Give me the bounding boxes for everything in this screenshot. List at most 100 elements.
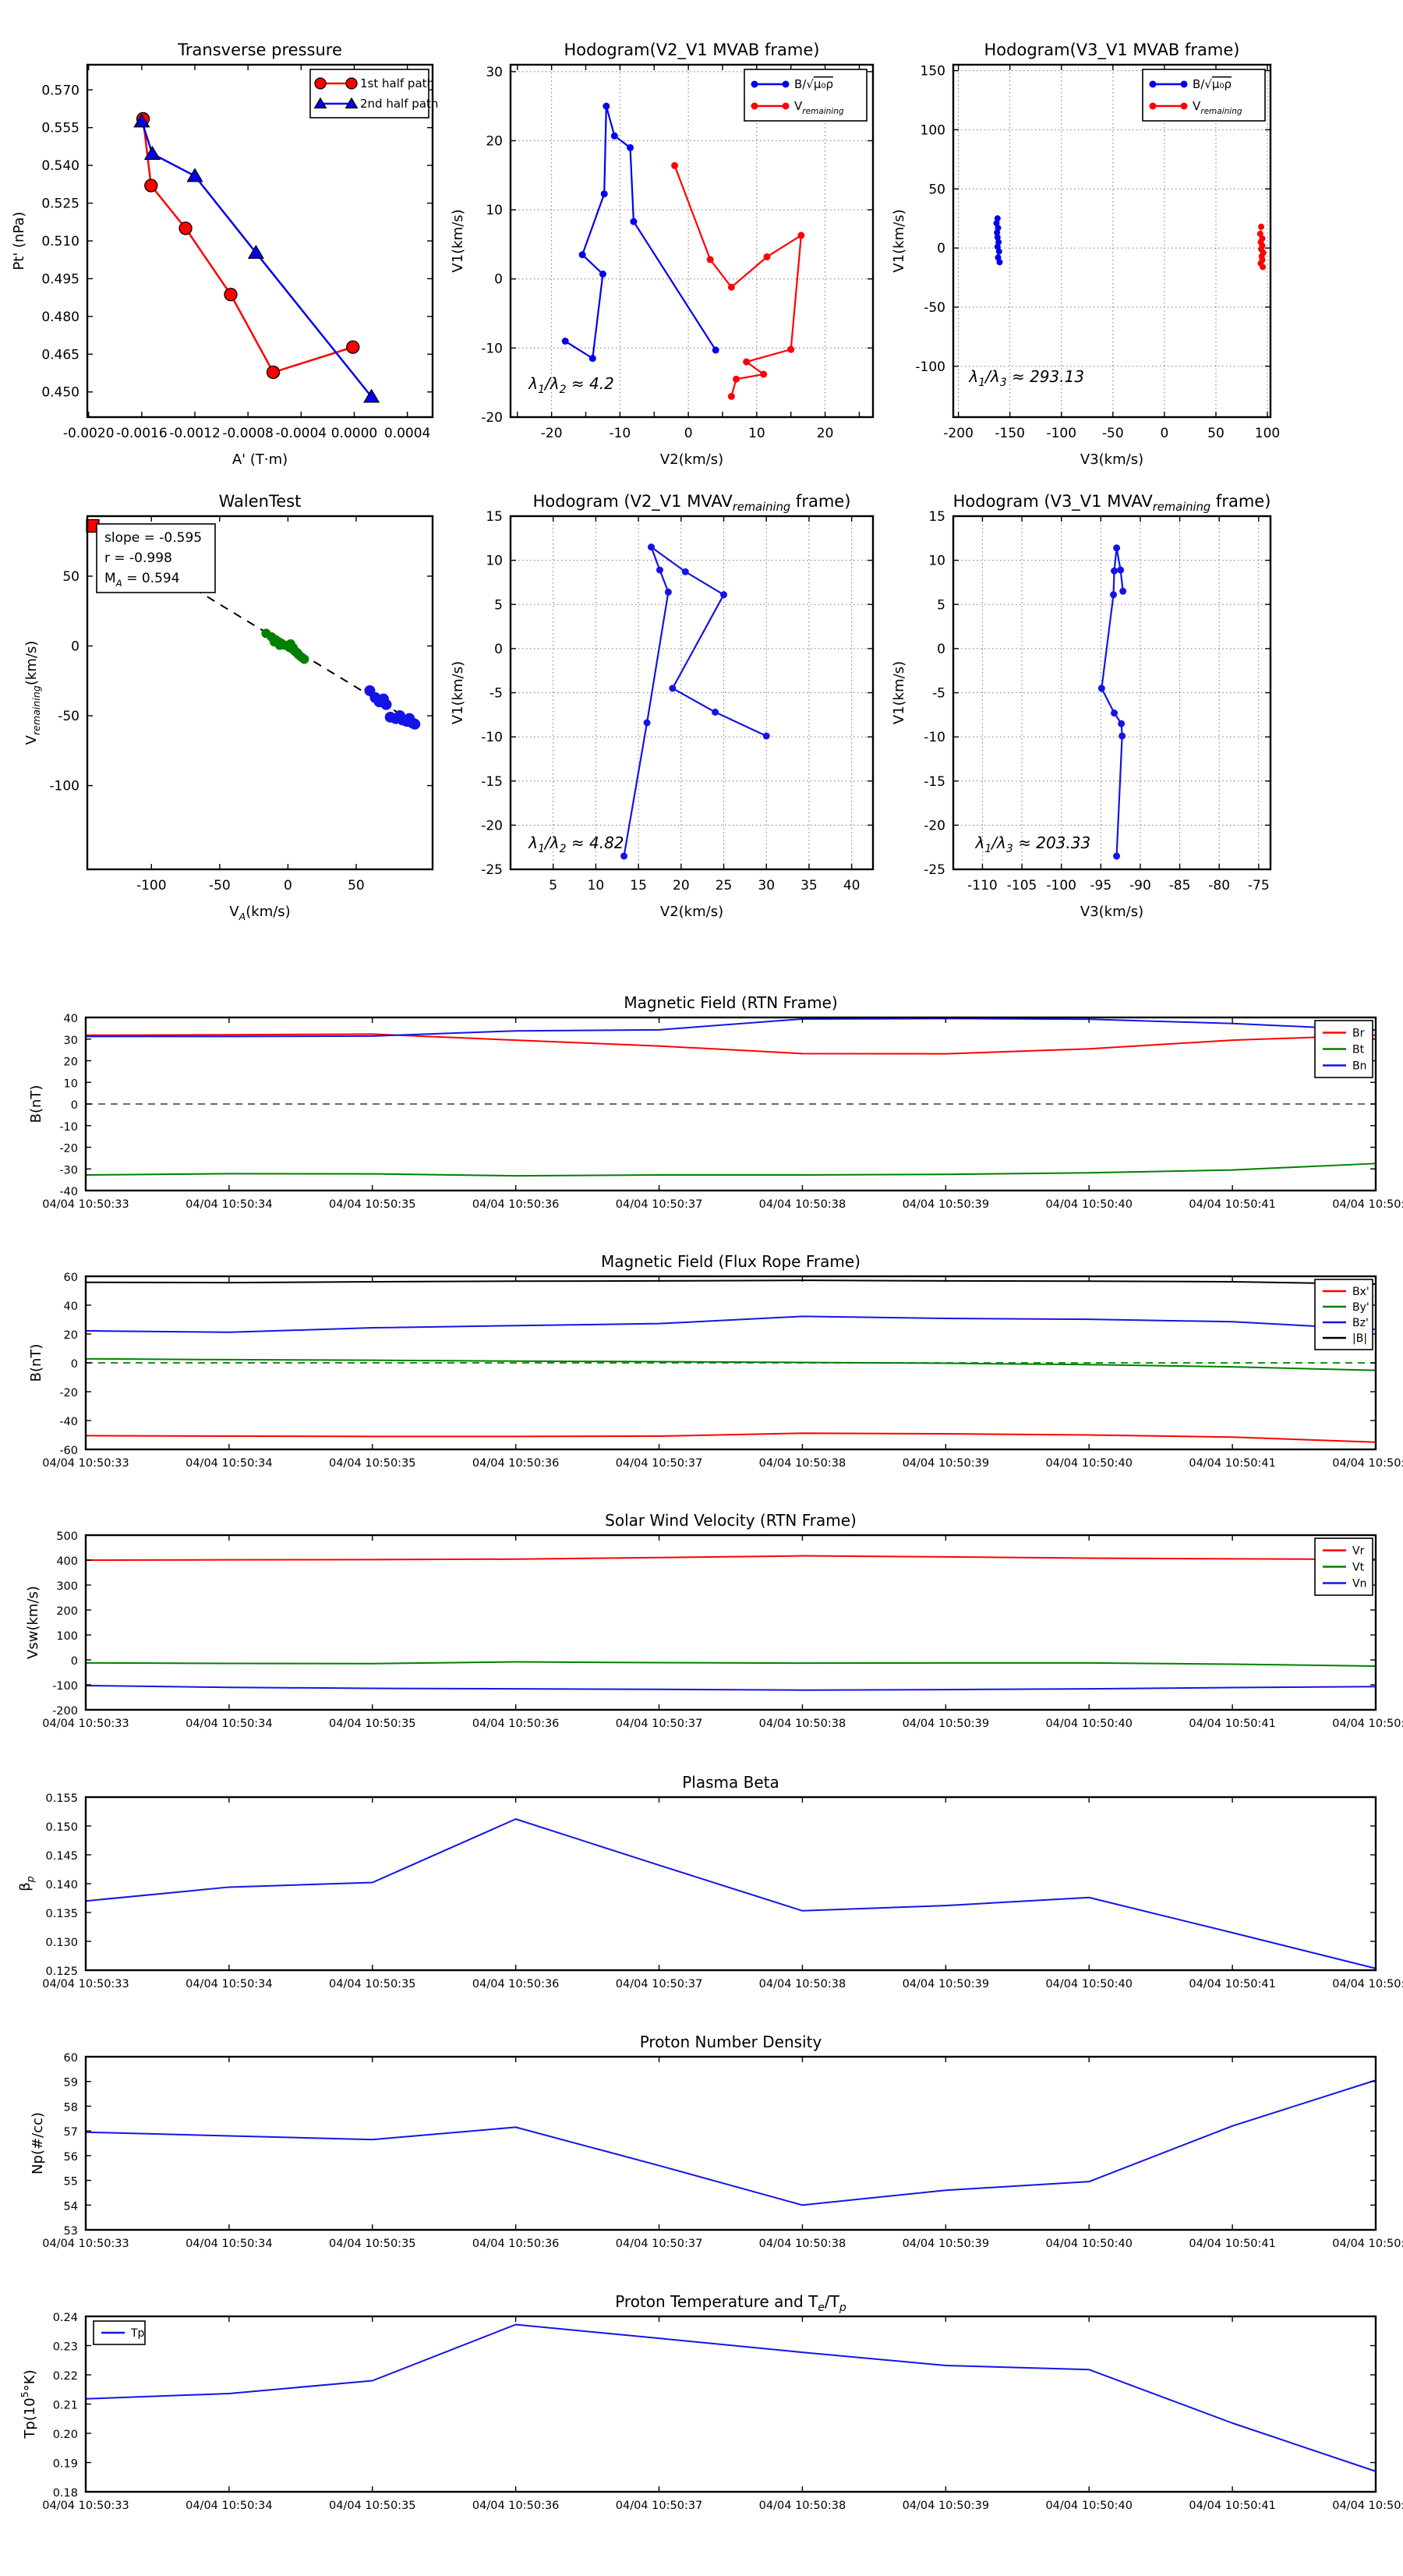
- x-tick-label: 20: [817, 426, 834, 441]
- series-Tp: [85, 2323, 1376, 2472]
- x-tick-label: 04/04 10:50:37: [616, 2238, 703, 2250]
- x-tick-label: -100: [1046, 426, 1076, 441]
- y-tick-label: 200: [56, 1605, 78, 1618]
- x-tick-label: 04/04 10:50:36: [472, 1198, 560, 1211]
- y-tick-label: 60: [64, 1272, 78, 1284]
- x-tick-label: 0: [684, 426, 693, 441]
- x-tick-label: 04/04 10:50:39: [903, 1718, 990, 1730]
- series-V remaining: [673, 165, 802, 397]
- x-tick-label: 20: [673, 878, 690, 893]
- chart-title: Proton Number Density: [640, 2033, 822, 2051]
- annotation: λ1/λ3 ≈ 293.13: [968, 367, 1084, 389]
- x-tick-label: 40: [843, 878, 861, 893]
- solar-wind-velocity-rtn: 04/04 10:50:33 04/04 10:50:34 04/04 10:50:…: [25, 1511, 1403, 1730]
- x-tick-label: -80: [1208, 878, 1230, 893]
- x-tick-label: 04/04 10:50:35: [329, 1457, 416, 1470]
- x-tick-label: 04/04 10:50:36: [472, 2238, 560, 2250]
- y-tick-label: -20: [481, 410, 503, 426]
- y-tick-label: 0: [937, 642, 945, 657]
- series-beta: [85, 1818, 1376, 1969]
- series-Vr: [85, 1555, 1376, 1561]
- x-tick-label: -150: [995, 426, 1025, 441]
- legend-label: Bt: [1352, 1044, 1365, 1056]
- axes-frame: [84, 1796, 1377, 1972]
- series-Vt: [85, 1661, 1376, 1667]
- x-axis-label: A' (T·m): [232, 451, 288, 468]
- y-tick-label: 0.525: [41, 196, 80, 212]
- magnetic-field-rtn: 04/04 10:50:33 04/04 10:50:34 04/04 10:50:…: [28, 993, 1403, 1211]
- x-tick-label: 04/04 10:50:34: [186, 2500, 273, 2512]
- x-tick-label: 04/04 10:50:38: [759, 2500, 846, 2512]
- x-tick-label: 04/04 10:50:42: [1332, 1718, 1403, 1730]
- axes-frame: [86, 515, 434, 871]
- x-tick-label: 04/04 10:50:35: [329, 1198, 416, 1211]
- y-axis-label: B(nT): [28, 1085, 44, 1123]
- x-tick-label: 04/04 10:50:40: [1045, 1457, 1133, 1470]
- x-tick-label: 04/04 10:50:42: [1332, 2238, 1403, 2250]
- x-tick-label: 10: [748, 426, 765, 441]
- y-tick-label: 15: [928, 509, 945, 525]
- y-tick-label: 0.150: [45, 1821, 78, 1834]
- x-tick-label: 5: [549, 878, 557, 893]
- x-tick-label: 04/04 10:50:40: [1045, 1718, 1133, 1730]
- x-tick-label: 04/04 10:50:35: [329, 1718, 416, 1730]
- y-tick-label: 56: [64, 2151, 78, 2164]
- y-tick-label: -100: [52, 1680, 78, 1693]
- y-axis-label: Vremaining(km/s): [23, 641, 42, 745]
- x-tick-label: 04/04 10:50:37: [616, 1457, 703, 1470]
- x-tick-label: 04/04 10:50:41: [1189, 1457, 1276, 1470]
- y-tick-label: -40: [59, 1416, 78, 1428]
- y-axis-label: B(nT): [28, 1344, 44, 1382]
- y-tick-label: 0: [494, 272, 503, 288]
- y-tick-label: -60: [59, 1445, 78, 1457]
- series-Bx': [85, 1432, 1376, 1443]
- y-tick-label: -15: [481, 774, 503, 790]
- x-tick-label: 04/04 10:50:33: [42, 1978, 129, 1990]
- legend-label: B/√μ₀ρ: [794, 77, 833, 91]
- proton-number-density: 04/04 10:50:33 04/04 10:50:34 04/04 10:50:…: [30, 2033, 1403, 2250]
- y-tick-label: 15: [486, 509, 503, 525]
- y-tick-label: 60: [64, 2052, 78, 2065]
- x-tick-label: 04/04 10:50:33: [42, 1718, 129, 1730]
- y-tick-label: 100: [921, 122, 945, 138]
- y-tick-label: 57: [64, 2126, 78, 2139]
- y-tick-label: 0: [494, 642, 503, 657]
- plasma-beta: 04/04 10:50:33 04/04 10:50:34 04/04 10:50:…: [17, 1773, 1403, 1990]
- chart-title: Hodogram(V3_V1 MVAB frame): [984, 41, 1240, 60]
- x-tick-label: 04/04 10:50:39: [903, 1198, 990, 1211]
- series-Br: [85, 1033, 1376, 1055]
- y-tick-label: 20: [64, 1056, 78, 1069]
- legend-label: Bx': [1352, 1286, 1369, 1298]
- legend-label: slope = -0.595: [104, 530, 202, 546]
- chart-title: Magnetic Field (RTN Frame): [624, 993, 837, 1012]
- x-tick-label: 35: [800, 878, 818, 893]
- y-axis-label: Tp(105°K): [19, 2369, 38, 2439]
- legend-label: Vn: [1352, 1578, 1366, 1591]
- chart-title: Plasma Beta: [682, 1773, 779, 1792]
- y-tick-label: -40: [59, 1186, 78, 1198]
- x-tick-label: 04/04 10:50:37: [616, 1978, 703, 1990]
- chart-title: Hodogram (V3_V1 MVAVremaining frame): [953, 492, 1271, 514]
- x-tick-label: 04/04 10:50:39: [903, 1978, 990, 1990]
- x-tick-label: -200: [943, 426, 974, 441]
- legend-label: MA = 0.594: [104, 571, 180, 589]
- magnetic-field-flux-rope: 04/04 10:50:33 04/04 10:50:34 04/04 10:50:…: [28, 1252, 1403, 1470]
- legend-box: [1142, 69, 1266, 122]
- legend-box: [96, 523, 216, 593]
- annotation: λ1/λ3 ≈ 203.33: [974, 833, 1090, 855]
- y-tick-label: -20: [59, 1143, 78, 1155]
- y-tick-label: 50: [928, 182, 945, 197]
- x-tick-label: -50: [209, 878, 231, 893]
- x-tick-label: 04/04 10:50:42: [1332, 1978, 1403, 1990]
- y-tick-label: 0.450: [41, 385, 80, 401]
- hodogram-v2v1-mvab: -20 -10 0 10 20 -20 -10 0 10 20 30 Hodogram(V2_V1 M…: [450, 41, 875, 468]
- x-tick-label: -0.0020: [63, 426, 115, 441]
- y-tick-label: 53: [64, 2225, 78, 2238]
- x-tick-label: 04/04 10:50:36: [472, 1978, 560, 1990]
- y-tick-label: -5: [932, 686, 945, 702]
- axes-frame: [509, 63, 875, 419]
- legend-label: B/√μ₀ρ: [1193, 77, 1232, 91]
- y-tick-label: 0.22: [53, 2370, 78, 2383]
- y-tick-label: -10: [924, 730, 945, 745]
- x-tick-label: 04/04 10:50:42: [1332, 1198, 1403, 1211]
